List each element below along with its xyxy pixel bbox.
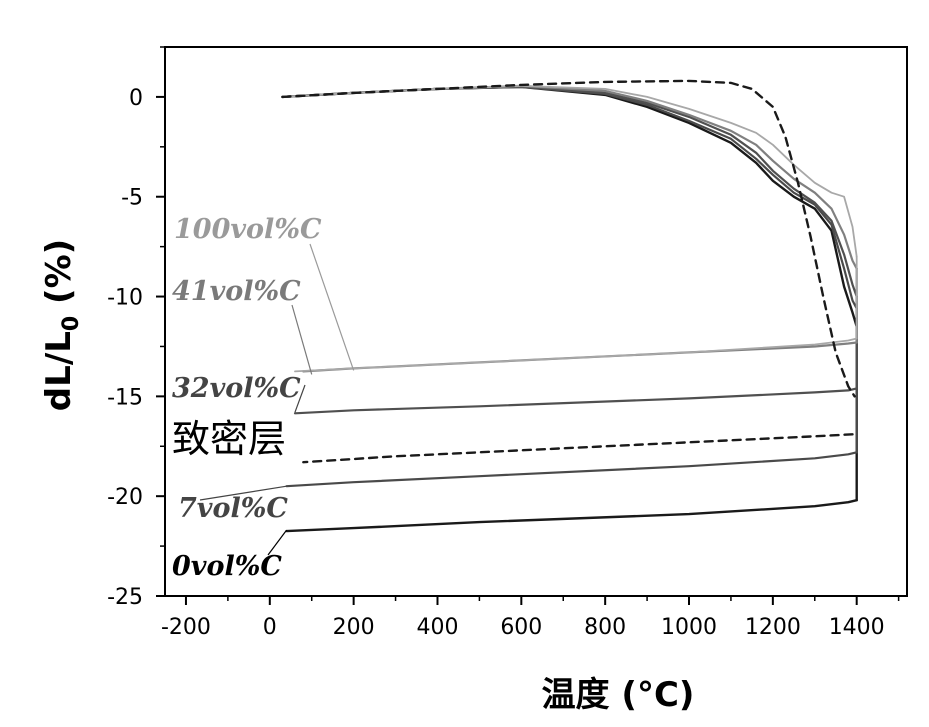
y-tick-label: -20 xyxy=(107,485,143,510)
series-line-cooling xyxy=(285,451,858,488)
series-lines xyxy=(281,79,858,533)
x-tick-label: 400 xyxy=(416,615,458,640)
series-line-heating xyxy=(281,85,858,328)
axis-ticks: -200 0 200 400 600 800 1000 1200 1400 0 -5 -10 -15 -2… xyxy=(107,46,900,640)
plot-frame-group xyxy=(164,46,908,597)
y-tick-label: -5 xyxy=(121,186,143,211)
x-tick-label: 800 xyxy=(584,615,626,640)
annotation-labels: 100vol%C 41vol%C 32vol%C 致密层 7vol%C 0vol%C xyxy=(172,214,322,582)
x-tick-label: 1200 xyxy=(745,615,801,640)
y-tick-label: -25 xyxy=(107,585,143,610)
series-line-heating xyxy=(281,79,856,398)
series-line-cooling xyxy=(302,433,854,464)
annotation-label: 41vol%C xyxy=(172,276,301,307)
y-tick-label: -10 xyxy=(107,286,143,311)
series-line-cooling xyxy=(293,387,858,415)
annotation-leader-line xyxy=(291,304,313,375)
annotation-leader-line xyxy=(199,485,287,501)
plot-frame xyxy=(164,46,908,597)
series-line-heating xyxy=(281,85,858,310)
x-tick-label: 600 xyxy=(500,615,542,640)
y-axis-title-unit: (%) xyxy=(39,239,79,316)
series-line-cooling xyxy=(285,499,858,533)
x-tick-label: 0 xyxy=(263,615,277,640)
annotation-leader-line xyxy=(294,384,306,413)
y-tick-label: 0 xyxy=(129,86,143,111)
y-axis-title: dL/L0 (%) xyxy=(39,239,84,411)
annotation-label: 32vol%C xyxy=(172,373,301,404)
series-line-cooling xyxy=(294,337,858,373)
annotation-leader-line xyxy=(267,529,288,556)
series-line-heating xyxy=(281,85,858,298)
x-tick-label: 200 xyxy=(333,615,375,640)
annotation-leader-line xyxy=(309,243,355,371)
x-tick-label: 1400 xyxy=(829,615,885,640)
annotation-label: 0vol%C xyxy=(172,551,282,582)
x-tick-label: -200 xyxy=(161,615,211,640)
annotation-label: 7vol%C xyxy=(178,493,288,524)
annotation-label: 100vol%C xyxy=(174,214,322,245)
x-tick-label: 1000 xyxy=(661,615,717,640)
y-axis-title-subscript: 0 xyxy=(59,316,84,331)
y-tick-label: -15 xyxy=(107,385,143,410)
y-axis-title-main: dL/L xyxy=(39,331,79,411)
annotation-leaders xyxy=(199,243,355,556)
x-axis-title: 温度 (°C) xyxy=(542,675,695,715)
annotation-label: 致密层 xyxy=(172,417,286,461)
